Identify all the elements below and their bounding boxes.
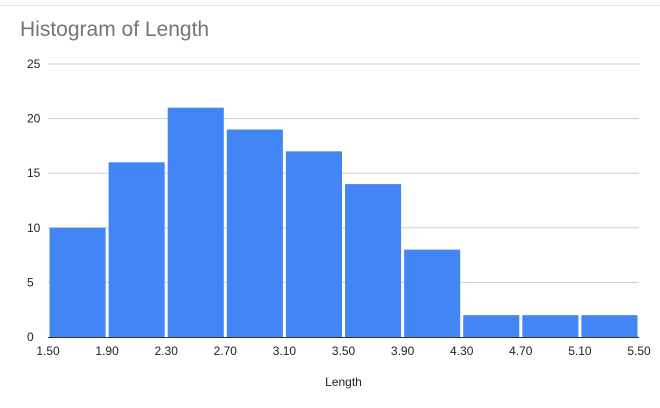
- histogram-bar: [285, 151, 342, 337]
- x-tick-label: 3.50: [332, 344, 356, 358]
- x-tick-labels: 1.50 1.90 2.30 2.70 3.10 3.50 3.90 4.30 4.70 5.10…: [36, 344, 651, 358]
- x-tick-label: 1.50: [36, 344, 60, 358]
- histogram-bar: [167, 107, 224, 338]
- x-tick-label: 5.10: [568, 344, 592, 358]
- y-tick-label: 25: [27, 57, 41, 71]
- x-tick-label: 3.90: [391, 344, 415, 358]
- x-tick-label: 2.70: [214, 344, 238, 358]
- histogram-bar: [581, 315, 638, 337]
- histogram-bar: [226, 129, 283, 337]
- x-tick-label: 5.50: [627, 344, 651, 358]
- x-axis-title: Length: [325, 375, 362, 389]
- histogram-bar: [49, 227, 106, 337]
- histogram-bar: [345, 184, 402, 337]
- x-tick-label: 2.30: [155, 344, 179, 358]
- chart-title: Histogram of Length: [20, 18, 210, 41]
- histogram-bar: [463, 315, 520, 337]
- x-tick-label: 4.70: [509, 344, 533, 358]
- y-tick-label: 10: [27, 221, 41, 235]
- y-tick-labels: 0 5 10 15 20 25: [27, 57, 41, 344]
- y-tick-label: 0: [27, 330, 34, 344]
- bars: [49, 107, 638, 338]
- x-tick-label: 4.30: [450, 344, 474, 358]
- y-tick-label: 15: [27, 166, 41, 180]
- histogram-bar: [108, 162, 165, 337]
- histogram-bar: [522, 315, 579, 337]
- x-tick-label: 1.90: [95, 344, 119, 358]
- cropped-header-strip: [0, 0, 660, 6]
- y-tick-label: 5: [27, 275, 34, 289]
- histogram-bar: [404, 249, 461, 337]
- y-tick-label: 20: [27, 112, 41, 126]
- x-tick-label: 3.10: [273, 344, 297, 358]
